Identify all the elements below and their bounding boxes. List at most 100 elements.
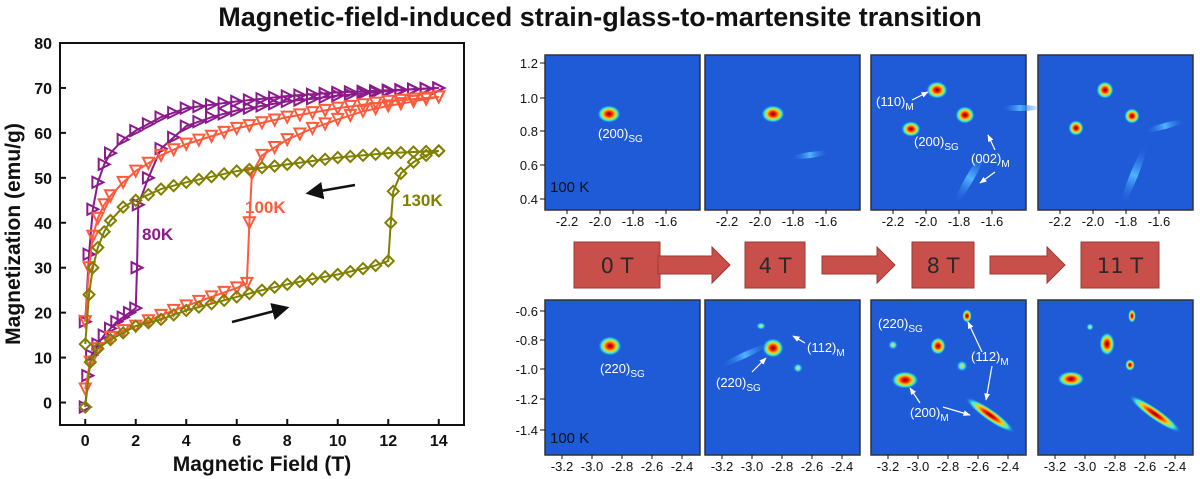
spot-11t-e (1086, 323, 1094, 331)
data-point (267, 280, 282, 295)
label-100k: 100K (245, 198, 286, 217)
data-point (305, 121, 320, 137)
data-point (406, 155, 421, 170)
data-point (192, 114, 207, 129)
data-point (255, 91, 270, 106)
map-x-tick-label: -3.0 (1074, 459, 1096, 474)
streak (790, 150, 830, 160)
label-200-sg-8t: (200)SG (914, 134, 959, 153)
data-point (381, 99, 396, 114)
x-tick-label: 8 (283, 433, 292, 450)
streak-200-m (965, 397, 1015, 433)
spot-110-m (926, 81, 948, 99)
x-tick-label: 4 (182, 433, 191, 450)
field-step-arrow-2 (821, 245, 896, 285)
streak-11t (1121, 145, 1147, 205)
field-box-3 (911, 241, 975, 289)
x-tick-label: 12 (379, 433, 397, 450)
data-point (204, 169, 219, 184)
data-point (97, 224, 112, 239)
data-point (83, 355, 98, 369)
data-point (419, 144, 434, 159)
map-frame-top-4 (1037, 54, 1194, 211)
data-point (179, 299, 194, 314)
map-x-tick-label: -2.8 (611, 459, 633, 474)
map-x-tick-label: -2.0 (749, 214, 771, 229)
data-point (318, 117, 333, 132)
data-point (82, 247, 97, 262)
map-x-tick-label: -1.8 (622, 214, 644, 229)
spot-11t-c (1125, 359, 1135, 371)
field-label-1: 0 T (601, 254, 634, 278)
spot-112-m-4t (756, 322, 766, 330)
data-point (280, 277, 295, 292)
data-point (192, 99, 207, 114)
data-point (204, 129, 219, 144)
figure-title: Magnetic-field-induced strain-glass-to-m… (218, 2, 982, 32)
data-point (191, 300, 206, 314)
data-point (103, 332, 118, 347)
data-point (267, 140, 282, 156)
arrow-112-m-4t (792, 335, 806, 344)
field-label-3: 8 T (927, 254, 960, 278)
streak-8t (954, 151, 986, 205)
data-point (330, 101, 345, 116)
data-point (85, 229, 100, 244)
label-002-m: (002)M (971, 151, 1010, 170)
data-point (167, 105, 182, 120)
data-point (141, 315, 156, 330)
data-point (242, 92, 258, 108)
data-point (217, 95, 232, 111)
spot-11t-b (1057, 371, 1085, 387)
data-point (331, 85, 346, 100)
data-point (217, 293, 232, 308)
data-point (217, 106, 232, 121)
map-x-tick-label: -2.2 (556, 214, 578, 229)
data-point (204, 290, 219, 305)
map-background-bottom-2 (705, 300, 860, 455)
spot-200-sg-8t (955, 106, 975, 124)
data-point (205, 97, 220, 112)
map-y-tick-label: -1.2 (516, 392, 538, 407)
data-point (242, 162, 257, 177)
data-point (254, 116, 270, 131)
data-point (166, 307, 181, 322)
data-point (179, 137, 194, 152)
data-point (280, 88, 295, 104)
temperature-label-bottom: 100 K (550, 430, 589, 447)
map-x-tick-label: -2.2 (716, 214, 738, 229)
arrow-200-m-8t-b (942, 406, 971, 416)
data-point (293, 88, 308, 103)
data-point (129, 123, 144, 138)
map-x-tick-label: -2.6 (641, 459, 663, 474)
data-point (406, 145, 421, 159)
map-background-top-3 (871, 55, 1026, 210)
data-point (383, 215, 398, 230)
map-background-top-2 (705, 55, 860, 210)
map-x-tick-label: -2.6 (801, 459, 823, 474)
data-point (280, 133, 295, 148)
data-point (217, 285, 232, 301)
map-x-tick-label: -2.2 (882, 214, 904, 229)
map-x-tick-label: -2.0 (915, 214, 937, 229)
map-x-tick-label: -3.2 (1044, 459, 1066, 474)
field-box-4 (1080, 241, 1160, 289)
map-background-top-4 (1038, 55, 1193, 210)
field-box-1 (573, 241, 661, 289)
data-point (381, 254, 396, 268)
data-point (318, 269, 333, 284)
data-point (90, 341, 105, 356)
series-line-up (84, 86, 439, 408)
data-point (369, 83, 384, 98)
data-point (191, 133, 206, 148)
data-point (330, 267, 345, 282)
data-point (242, 286, 257, 301)
label-200-sg: (200)SG (598, 126, 643, 145)
data-point (103, 213, 118, 228)
data-point (318, 103, 333, 119)
data-point (104, 145, 119, 161)
map-x-tick-label: -1.6 (655, 214, 677, 229)
data-point (355, 104, 371, 120)
data-point (191, 172, 206, 187)
spot-200-sg-11t (1124, 108, 1140, 124)
